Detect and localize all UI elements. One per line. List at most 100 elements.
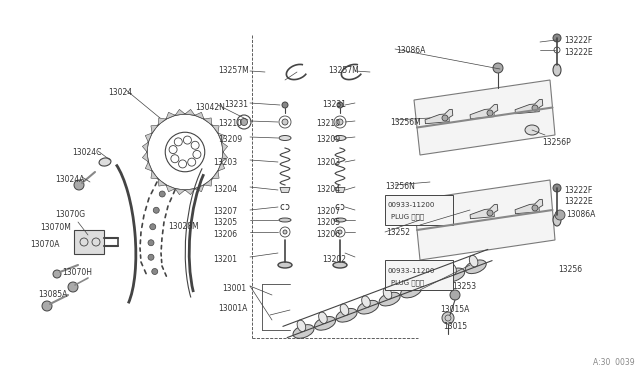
- Circle shape: [337, 119, 343, 125]
- Circle shape: [150, 224, 156, 230]
- Ellipse shape: [319, 312, 327, 324]
- Polygon shape: [515, 199, 543, 214]
- Circle shape: [152, 269, 157, 275]
- Polygon shape: [158, 118, 166, 125]
- Text: 13001A: 13001A: [218, 304, 248, 313]
- Ellipse shape: [358, 300, 379, 314]
- Polygon shape: [175, 189, 185, 195]
- Circle shape: [337, 102, 343, 108]
- Polygon shape: [425, 209, 452, 224]
- Circle shape: [153, 207, 159, 213]
- Text: 13231: 13231: [322, 100, 346, 109]
- Ellipse shape: [383, 288, 392, 299]
- Text: 13070A: 13070A: [30, 240, 60, 249]
- Text: 13210: 13210: [218, 119, 242, 128]
- Circle shape: [532, 205, 538, 211]
- Ellipse shape: [340, 304, 349, 315]
- Ellipse shape: [379, 292, 400, 306]
- Polygon shape: [335, 187, 345, 192]
- Text: 13257M: 13257M: [328, 66, 359, 75]
- Text: 13256N: 13256N: [385, 182, 415, 191]
- Text: 13205: 13205: [213, 218, 237, 227]
- Text: 13222F: 13222F: [564, 186, 592, 195]
- Circle shape: [553, 184, 561, 192]
- Polygon shape: [142, 152, 148, 162]
- Polygon shape: [175, 109, 185, 115]
- Text: 13204: 13204: [316, 185, 340, 194]
- Polygon shape: [166, 112, 175, 119]
- Circle shape: [450, 290, 460, 300]
- Polygon shape: [515, 99, 543, 114]
- Ellipse shape: [426, 272, 435, 283]
- Text: 13207: 13207: [316, 207, 340, 216]
- Ellipse shape: [334, 135, 346, 141]
- Ellipse shape: [444, 268, 465, 282]
- Text: 13203: 13203: [316, 158, 340, 167]
- Text: A:30  0039: A:30 0039: [593, 358, 635, 367]
- Circle shape: [555, 210, 565, 220]
- Text: 13015A: 13015A: [440, 305, 469, 314]
- Circle shape: [442, 215, 448, 221]
- Text: 13015: 13015: [443, 322, 467, 331]
- Text: 00933-11200: 00933-11200: [388, 202, 435, 208]
- Ellipse shape: [465, 260, 486, 273]
- Circle shape: [283, 230, 287, 234]
- Text: 13203: 13203: [213, 158, 237, 167]
- Text: 13257M: 13257M: [218, 66, 249, 75]
- Circle shape: [159, 191, 165, 197]
- Circle shape: [442, 312, 454, 324]
- Ellipse shape: [314, 317, 335, 330]
- Circle shape: [338, 230, 342, 234]
- Ellipse shape: [362, 296, 371, 307]
- Ellipse shape: [293, 325, 314, 338]
- Text: 13206: 13206: [213, 230, 237, 239]
- Text: 13028M: 13028M: [168, 222, 198, 231]
- Ellipse shape: [553, 64, 561, 76]
- Text: 13086A: 13086A: [566, 210, 595, 219]
- Text: 13209: 13209: [218, 135, 242, 144]
- Ellipse shape: [99, 158, 111, 166]
- Text: 13202: 13202: [322, 255, 346, 264]
- Text: 13222F: 13222F: [564, 36, 592, 45]
- Circle shape: [282, 119, 288, 125]
- Text: 13204: 13204: [213, 185, 237, 194]
- Text: 13210: 13210: [316, 119, 340, 128]
- Text: 13001: 13001: [222, 284, 246, 293]
- Circle shape: [493, 63, 503, 73]
- Polygon shape: [185, 109, 195, 115]
- Circle shape: [53, 270, 61, 278]
- Polygon shape: [212, 125, 219, 133]
- Text: 13070M: 13070M: [40, 223, 71, 232]
- Ellipse shape: [448, 263, 456, 275]
- Polygon shape: [470, 204, 498, 219]
- Text: 13256P: 13256P: [542, 138, 571, 147]
- Polygon shape: [218, 133, 225, 142]
- Circle shape: [532, 105, 538, 111]
- Text: 13070G: 13070G: [55, 210, 85, 219]
- Polygon shape: [204, 118, 212, 125]
- Polygon shape: [142, 142, 148, 152]
- Ellipse shape: [334, 218, 346, 222]
- Circle shape: [487, 210, 493, 216]
- Text: 13070H: 13070H: [62, 268, 92, 277]
- Polygon shape: [195, 185, 204, 192]
- Circle shape: [148, 240, 154, 246]
- Circle shape: [442, 115, 448, 121]
- Polygon shape: [414, 80, 555, 155]
- Polygon shape: [470, 104, 498, 119]
- Text: 13207: 13207: [213, 207, 237, 216]
- Text: 13024A: 13024A: [55, 175, 84, 184]
- Text: PLUG プラグ: PLUG プラグ: [391, 213, 424, 219]
- Polygon shape: [145, 133, 152, 142]
- Ellipse shape: [404, 280, 413, 291]
- Ellipse shape: [297, 320, 306, 331]
- Bar: [385, 195, 453, 225]
- Text: 13231: 13231: [224, 100, 248, 109]
- Circle shape: [282, 102, 288, 108]
- Text: 13024C: 13024C: [72, 148, 101, 157]
- Polygon shape: [221, 152, 228, 162]
- Polygon shape: [166, 185, 175, 192]
- Ellipse shape: [278, 262, 292, 268]
- Text: 13222E: 13222E: [564, 197, 593, 206]
- Polygon shape: [221, 142, 228, 152]
